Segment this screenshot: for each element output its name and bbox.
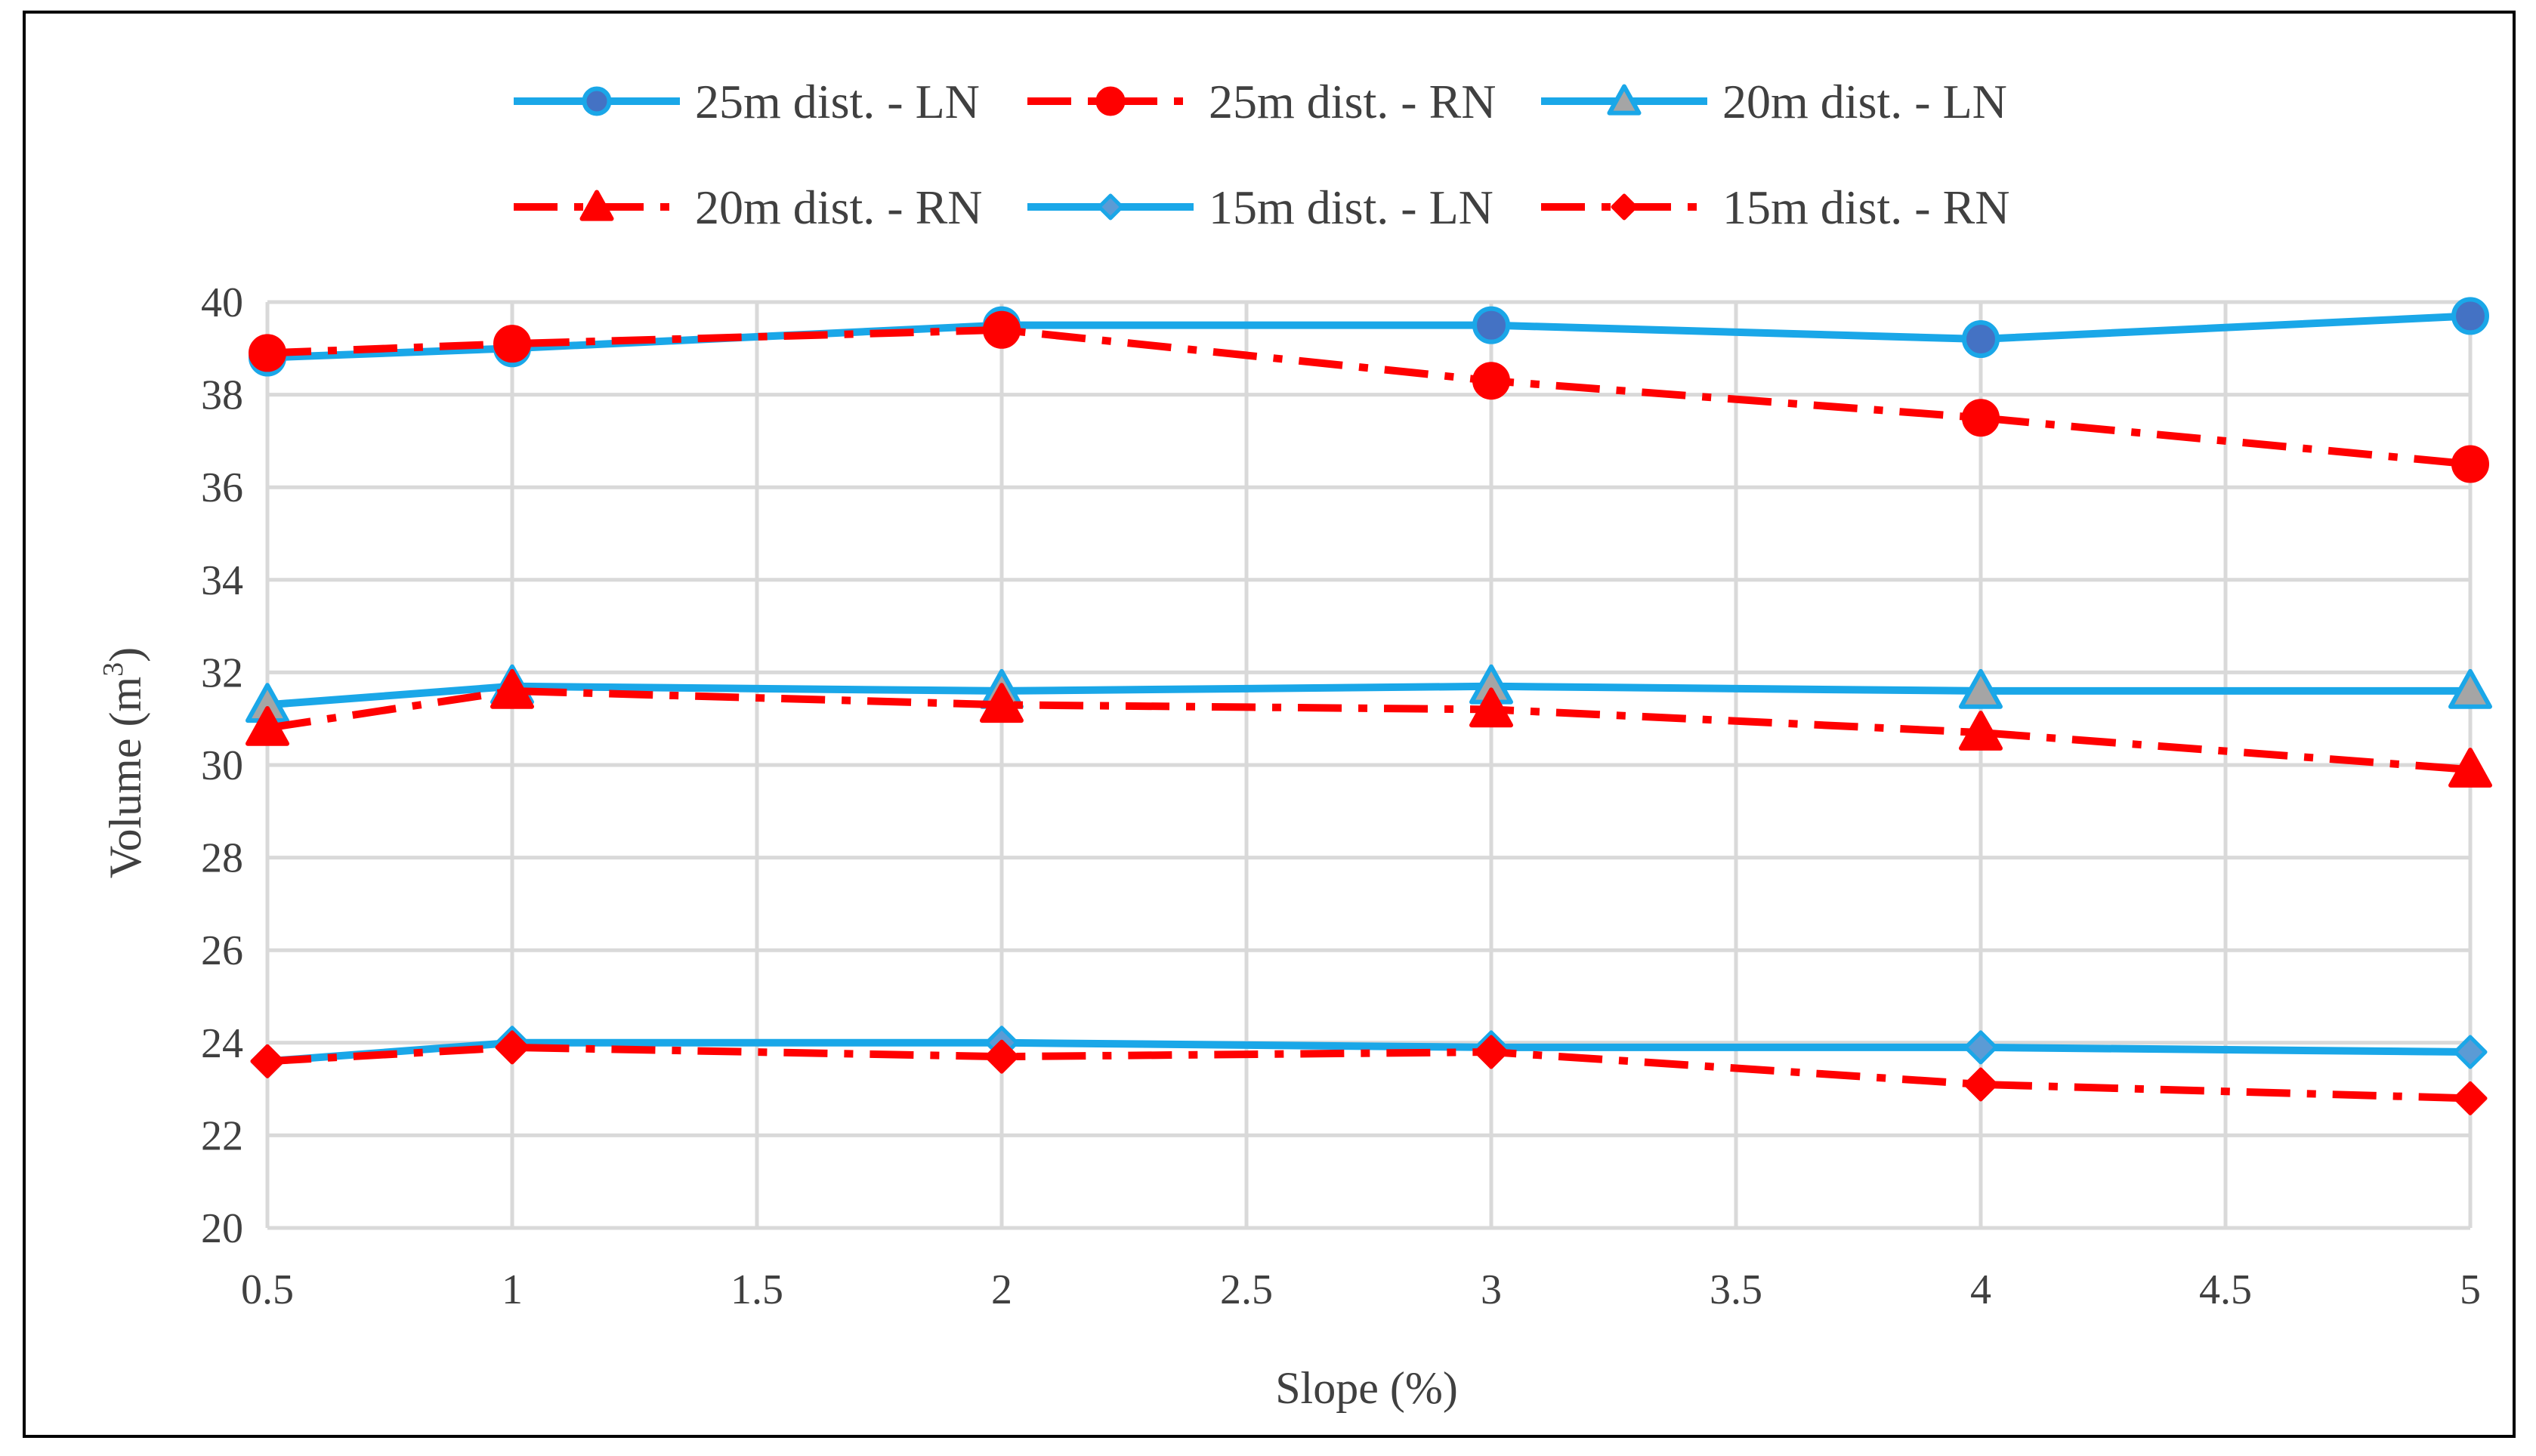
x-tick-label: 1.5 — [731, 1266, 783, 1313]
data-point — [250, 1044, 285, 1078]
y-tick-label: 28 — [201, 835, 243, 882]
legend-item-2: 25m dist. - RN — [1027, 75, 1496, 128]
series-6 — [250, 1030, 2488, 1115]
legend-item-5: 15m dist. - LN — [1027, 180, 1493, 234]
legend-layer: 25m dist. - LN 25m dist. - RN 20m dist. - … — [514, 75, 2009, 234]
y-tick-label: 22 — [201, 1112, 243, 1159]
y-tick-label: 26 — [201, 927, 243, 974]
series-2 — [249, 310, 2489, 483]
data-point — [2451, 445, 2489, 483]
series-line — [267, 1043, 2471, 1103]
data-point — [490, 668, 534, 709]
x-tick-label: 0.5 — [241, 1266, 294, 1313]
data-point — [1963, 1030, 1998, 1065]
legend-swatch-marker — [1611, 193, 1638, 221]
chart-svg: 20 22 24 26 28 30 32 34 36 38 40 0.5 1 1.5 2 2.5 3 3.5 4 4.… — [97, 75, 2492, 1413]
data-point — [1962, 320, 2000, 359]
y-tick-label: 40 — [201, 279, 243, 326]
data-point — [980, 683, 1024, 723]
data-point — [1959, 711, 2003, 751]
data-point — [1472, 306, 1510, 344]
tick-layer: 20 22 24 26 28 30 32 34 36 38 40 0.5 1 1.5 2 2.5 3 3.5 4 4.… — [201, 279, 2481, 1313]
y-tick-label: 24 — [201, 1020, 243, 1067]
data-point — [493, 325, 531, 363]
series-line — [267, 682, 2470, 709]
data-point — [983, 310, 1021, 349]
legend-label: 15m dist. - RN — [1722, 180, 2009, 234]
data-point — [2453, 1081, 2488, 1115]
legend-swatch-marker — [582, 86, 612, 116]
data-point — [495, 1030, 530, 1065]
legend-label: 20m dist. - RN — [695, 180, 982, 234]
legend-item-1: 25m dist. - LN — [514, 75, 980, 128]
data-point — [2448, 748, 2492, 788]
x-tick-label: 3 — [1481, 1266, 1502, 1313]
y-tick-label: 36 — [201, 464, 243, 511]
y-tick-label: 32 — [201, 649, 243, 696]
x-tick-label: 3.5 — [1710, 1266, 1762, 1313]
data-point — [1469, 687, 1513, 728]
data-point — [1472, 362, 1510, 400]
y-axis-title-main: Volume (m — [100, 677, 150, 878]
x-tick-label: 2.5 — [1220, 1266, 1273, 1313]
legend-swatch-marker — [1097, 193, 1124, 221]
legend-label: 20m dist. - LN — [1722, 75, 2007, 128]
legend-item-4: 20m dist. - RN — [514, 180, 982, 234]
data-point — [1962, 399, 2000, 437]
x-tick-label: 1 — [502, 1266, 523, 1313]
grid-layer — [265, 300, 2473, 1230]
x-tick-label: 4 — [1970, 1266, 1991, 1313]
data-point — [1959, 668, 2003, 709]
data-point — [2453, 1035, 2488, 1069]
series-line — [267, 1038, 2471, 1066]
y-axis-title-sup: 3 — [97, 662, 129, 677]
y-axis-title-suffix: ) — [100, 647, 150, 662]
x-axis-title: Slope (%) — [1275, 1363, 1458, 1413]
data-point — [2448, 668, 2492, 709]
legend-item-6: 15m dist. - RN — [1541, 180, 2009, 234]
x-tick-label: 5 — [2460, 1266, 2481, 1313]
y-tick-label: 34 — [201, 557, 243, 604]
series-1 — [249, 297, 2489, 377]
series-line — [267, 325, 2471, 468]
x-tick-label: 4.5 — [2199, 1266, 2252, 1313]
x-tick-label: 2 — [991, 1266, 1012, 1313]
data-point — [1474, 1035, 1509, 1069]
legend-label: 25m dist. - LN — [695, 75, 980, 128]
legend-item-3: 20m dist. - LN — [1541, 75, 2007, 128]
series-layer — [246, 297, 2492, 1115]
chart-frame: 20 22 24 26 28 30 32 34 36 38 40 0.5 1 1.5 2 2.5 3 3.5 4 4.… — [23, 11, 2516, 1438]
legend-swatch-marker — [1607, 84, 1642, 116]
data-point — [2451, 297, 2489, 335]
legend-swatch-marker — [579, 190, 614, 221]
legend-label: 15m dist. - LN — [1209, 180, 1493, 234]
data-point — [984, 1039, 1019, 1074]
legend-label: 25m dist. - RN — [1209, 75, 1496, 128]
series-line — [267, 312, 2471, 362]
data-point — [1963, 1067, 1998, 1102]
series-line — [267, 686, 2471, 774]
y-tick-label: 38 — [201, 372, 243, 419]
y-axis-title: Volume (m3) — [97, 647, 150, 878]
legend-swatch-marker — [1095, 86, 1126, 116]
series-4 — [246, 668, 2492, 788]
y-tick-label: 30 — [201, 742, 243, 789]
data-point — [246, 705, 289, 746]
y-tick-label: 20 — [201, 1205, 243, 1252]
data-point — [249, 334, 286, 372]
